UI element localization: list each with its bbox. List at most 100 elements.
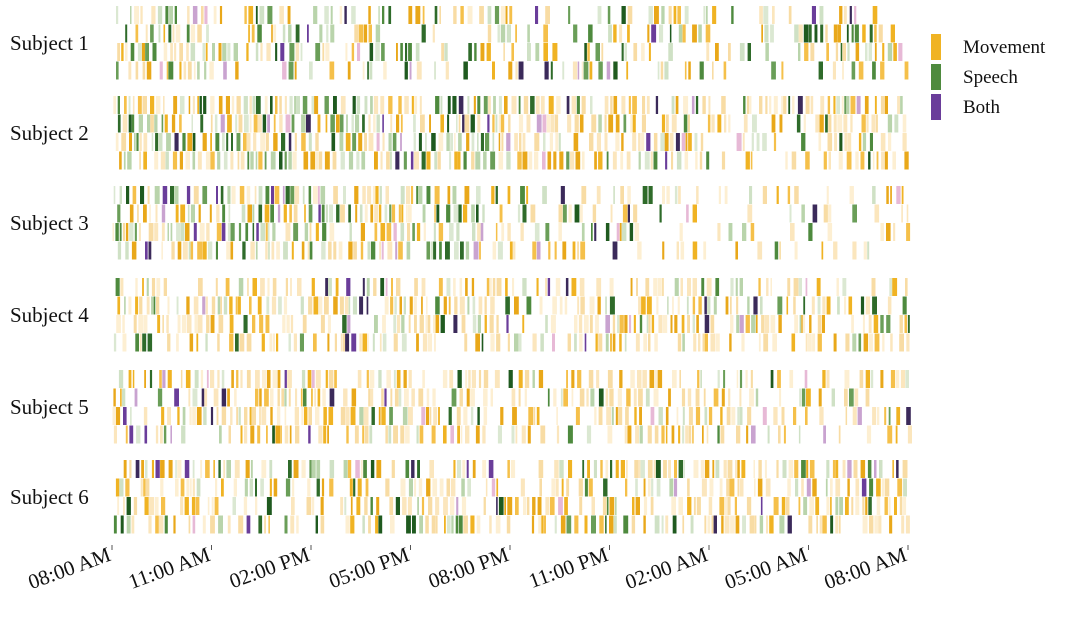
activity-bar [249,478,253,497]
activity-bar [205,460,210,478]
activity-bar [220,186,224,204]
activity-bar [210,315,215,333]
activity-bar [872,151,875,170]
activity-bar [520,478,525,497]
activity-bar [451,388,457,407]
activity-bar [559,151,564,170]
activity-bar [436,204,440,223]
activity-bar [323,425,327,444]
activity-bar [822,370,826,388]
activity-bar [313,333,317,352]
activity-bar [612,241,618,260]
activity-bar [871,278,876,296]
activity-bar [713,388,719,407]
activity-bar [416,186,419,204]
activity-bar [198,278,203,296]
activity-bar [315,151,319,170]
activity-bar [236,133,241,151]
activity-bar [125,425,128,444]
activity-bar [574,114,579,133]
activity-bar [404,61,408,80]
activity-bar [542,114,547,133]
activity-bar [535,43,540,61]
activity-bar [876,151,879,170]
activity-bar [155,96,161,114]
activity-bar [375,24,381,43]
activity-bar [206,370,209,388]
activity-bar [364,96,368,114]
activity-bar [306,114,311,133]
activity-bar [413,296,417,315]
activity-bar [803,497,808,515]
activity-bar [721,515,724,534]
activity-bar [369,61,373,80]
activity-bar [457,151,461,170]
activity-bar [779,515,785,534]
activity-bar [727,460,733,478]
activity-bar [273,133,278,151]
activity-bar [807,333,812,352]
activity-bar [131,515,135,534]
activity-bar [249,96,252,114]
activity-bar [406,186,411,204]
activity-bar [750,223,755,241]
activity-bar [128,114,132,133]
activity-bar [863,241,867,260]
activity-bar [174,43,177,61]
activity-bar [138,223,141,241]
activity-bar [637,241,642,260]
activity-bar [742,515,746,534]
activity-bar [230,241,234,260]
activity-bar [476,186,481,204]
activity-bar [190,24,196,43]
activity-bar [238,515,244,534]
activity-bar [594,223,597,241]
activity-bar [410,151,414,170]
activity-bar [346,114,348,133]
activity-bar [255,151,258,170]
activity-bar [189,333,194,352]
activity-bar [457,460,462,478]
x-tick-label: 05:00 PM [326,542,413,593]
activity-bar [822,296,826,315]
activity-bar [890,370,896,388]
activity-bar [506,151,511,170]
activity-bar [231,96,235,114]
activity-bar [226,133,229,151]
activity-bar [755,315,758,333]
activity-bar [184,497,189,515]
activity-bar [244,425,248,444]
activity-bar [581,186,587,204]
activity-bar [483,407,488,425]
activity-bar [810,43,815,61]
activity-bar [825,478,828,497]
activity-bar [581,96,586,114]
activity-bar [856,96,861,114]
activity-bar [210,133,212,151]
activity-bar [851,315,854,333]
activity-bar [223,61,227,80]
activity-bar [282,186,285,204]
activity-bar [869,133,873,151]
activity-bar [159,515,164,534]
activity-bar [826,497,830,515]
activity-bar [376,114,380,133]
activity-bar [328,370,334,388]
activity-bar [322,43,325,61]
activity-bar [289,425,292,444]
activity-bar [660,61,664,80]
activity-bar [497,241,503,260]
activity-bar [739,478,744,497]
activity-bar [446,278,451,296]
activity-bar [808,223,813,241]
activity-bar [588,24,593,43]
activity-bar [816,278,821,296]
activity-bar [290,186,295,204]
activity-bar [648,333,651,352]
activity-bar [231,370,234,388]
activity-bar [188,96,191,114]
activity-bar [192,515,196,534]
activity-bar [132,370,135,388]
activity-bar [345,333,350,352]
activity-bar [781,96,783,114]
